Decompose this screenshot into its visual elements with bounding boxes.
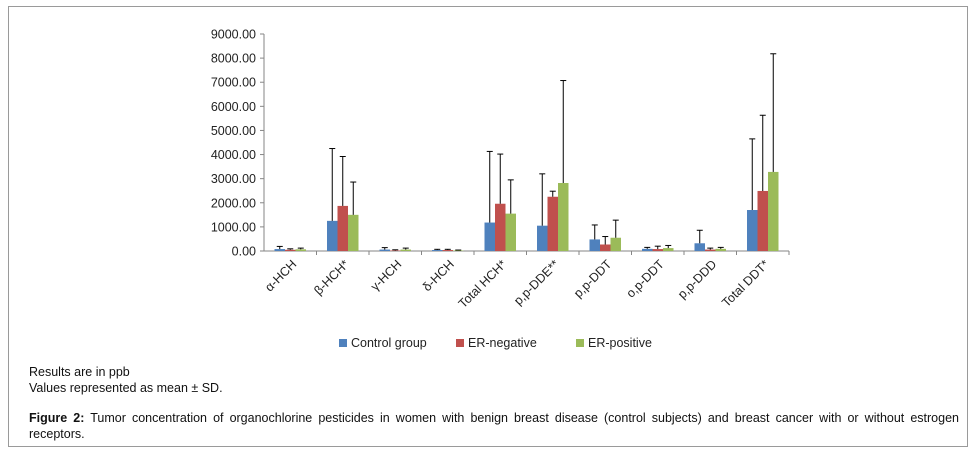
- y-tick-label: 0.00: [232, 245, 256, 259]
- bar: [537, 225, 548, 251]
- bar-chart: 0.00 1000.00 2000.00 3000.00 4000.00 5000.00 6…: [211, 28, 790, 350]
- bar: [505, 213, 516, 251]
- x-tick-label: α-HCH: [262, 257, 299, 294]
- x-tick-label: β-HCH*: [311, 257, 352, 298]
- y-tick-label: 9000.00: [211, 28, 256, 42]
- values-note: Values represented as mean ± SD.: [29, 381, 223, 395]
- legend: Control group ER-negative ER-positive: [339, 336, 652, 350]
- bar: [348, 214, 359, 251]
- bar: [295, 249, 306, 251]
- bar: [768, 171, 779, 251]
- legend-label: Control group: [351, 336, 427, 350]
- bar: [400, 249, 411, 251]
- figure-frame: 0.00 1000.00 2000.00 3000.00 4000.00 5000.00 6…: [8, 6, 968, 447]
- bar: [484, 222, 495, 251]
- bar: [610, 237, 621, 251]
- x-tick-label: Total HCH*: [456, 257, 510, 311]
- legend-swatch: [339, 339, 347, 347]
- legend-label: ER-negative: [468, 336, 537, 350]
- units-note: Results are in ppb: [29, 365, 130, 379]
- x-tick-label: p,p-DDE**: [511, 257, 562, 308]
- legend-swatch: [456, 339, 464, 347]
- bar: [453, 250, 464, 252]
- bar: [757, 190, 768, 251]
- x-tick-label: p,p-DDT: [571, 257, 615, 301]
- bar: [327, 220, 338, 251]
- bar: [663, 248, 674, 251]
- bar: [642, 248, 653, 251]
- bar: [652, 249, 663, 251]
- y-tick-label: 7000.00: [211, 76, 256, 90]
- bar: [547, 196, 558, 251]
- bar: [694, 243, 705, 251]
- caption-label: Figure 2:: [29, 411, 85, 425]
- bar: [495, 203, 506, 251]
- y-tick-label: 2000.00: [211, 196, 256, 210]
- x-tick-label: o,p-DDT: [624, 257, 668, 301]
- y-tick-label: 8000.00: [211, 52, 256, 66]
- y-axis: 0.00 1000.00 2000.00 3000.00 4000.00 5000.00 6…: [211, 28, 265, 259]
- legend-label: ER-positive: [588, 336, 652, 350]
- bar: [747, 210, 758, 251]
- bar: [337, 205, 348, 251]
- bar: [705, 249, 716, 251]
- legend-swatch: [576, 339, 584, 347]
- y-tick-label: 4000.00: [211, 148, 256, 162]
- x-tick-label: Total DDT*: [719, 257, 772, 310]
- bar: [285, 249, 296, 251]
- x-tick-label: p,p-DDD: [675, 257, 719, 301]
- y-tick-label: 1000.00: [211, 220, 256, 234]
- bar: [715, 248, 726, 251]
- bar: [589, 239, 600, 251]
- error-bars: [276, 53, 777, 251]
- caption-text: Tumor concentration of organochlorine pe…: [29, 411, 959, 441]
- bar: [274, 249, 285, 251]
- bar: [432, 250, 443, 251]
- bar: [558, 183, 569, 251]
- bars: [274, 171, 779, 252]
- y-tick-label: 6000.00: [211, 100, 256, 114]
- bar: [379, 249, 390, 251]
- x-tick-label: δ-HCH: [420, 257, 457, 294]
- bar: [600, 244, 611, 251]
- figure-caption: Figure 2: Tumor concentration of organoc…: [29, 410, 959, 442]
- y-tick-label: 3000.00: [211, 172, 256, 186]
- bar: [390, 250, 401, 252]
- bar: [442, 250, 453, 251]
- y-tick-label: 5000.00: [211, 124, 256, 138]
- x-tick-label: γ-HCH: [368, 257, 404, 293]
